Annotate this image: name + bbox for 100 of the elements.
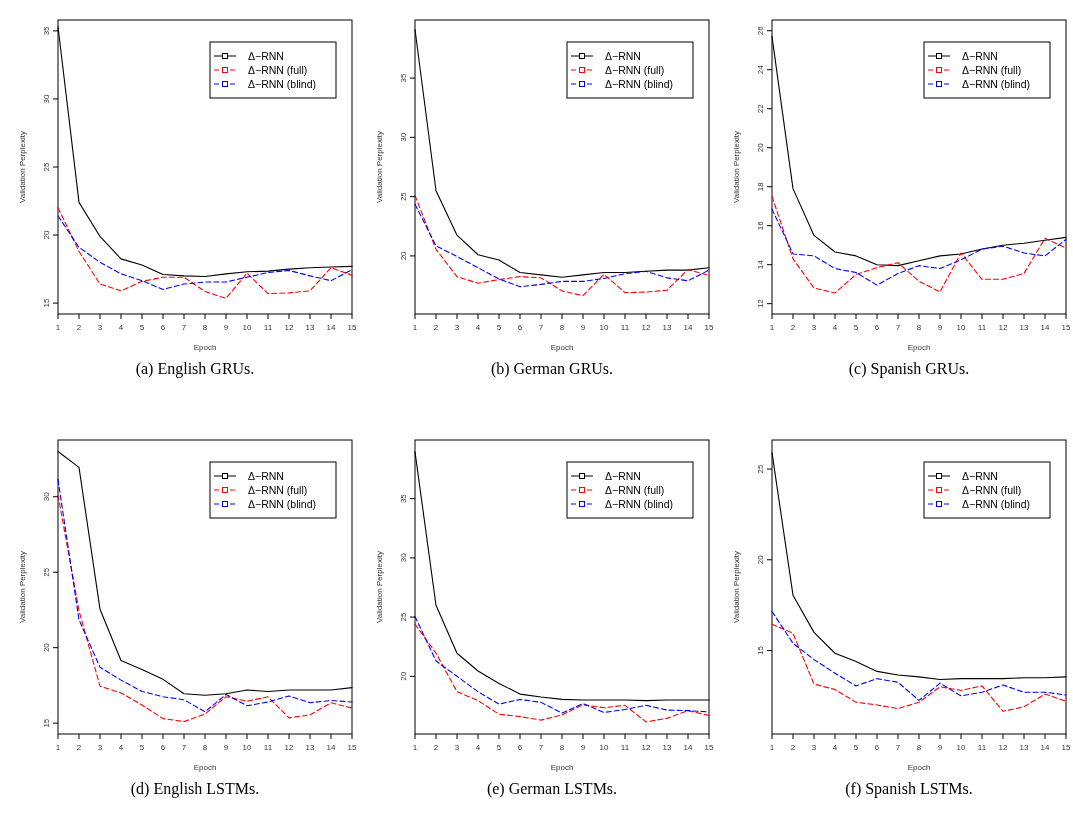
x-tick-label: 10 — [599, 743, 609, 752]
y-tick-label: 20 — [42, 642, 51, 653]
y-tick-label: 14 — [756, 259, 765, 270]
y-axis-title: Validation Perplexity — [375, 551, 384, 623]
y-tick-label: 15 — [42, 718, 51, 728]
x-tick-label: 6 — [160, 743, 166, 752]
legend-label: Δ−RNN — [248, 470, 284, 482]
x-tick-label: 1 — [55, 743, 61, 752]
line-series — [414, 623, 710, 723]
x-axis-title: Epoch — [193, 763, 217, 772]
x-tick-label: 12 — [641, 743, 651, 752]
x-tick-label: 15 — [1061, 743, 1071, 752]
x-tick-label: 7 — [181, 323, 187, 332]
legend-label: Δ−RNN (blind) — [248, 498, 316, 510]
x-tick-label: 12 — [641, 323, 651, 332]
x-tick-label: 9 — [223, 743, 229, 752]
y-tick-label: 20 — [42, 230, 51, 240]
line-series — [57, 207, 353, 299]
y-axis-title: Validation Perplexity — [375, 131, 384, 203]
text: (f) Spanish LSTMs. — [845, 780, 973, 798]
y-tick-label: 24 — [756, 64, 765, 75]
x-axis-title: Epoch — [907, 343, 931, 352]
legend-label: Δ−RNN — [962, 50, 998, 62]
x-tick-label: 12 — [998, 323, 1008, 332]
y-tick-label: 20 — [399, 671, 408, 681]
x-tick-label: 8 — [202, 743, 208, 752]
legend-label: Δ−RNN (blind) — [605, 498, 673, 510]
line-series — [414, 194, 710, 297]
x-tick-label: 9 — [937, 323, 943, 332]
legend-label: Δ−RNN (full) — [605, 484, 665, 496]
x-tick-label: 4 — [832, 323, 838, 332]
x-tick-label: 6 — [517, 743, 523, 752]
legend-label: Δ−RNN (blind) — [248, 78, 316, 90]
x-tick-label: 14 — [326, 323, 336, 332]
x-axis-title: Epoch — [907, 763, 931, 772]
x-tick-label: 9 — [580, 743, 586, 752]
x-tick-label: 1 — [412, 323, 418, 332]
y-axis-title: Validation Perplexity — [732, 131, 741, 203]
y-tick-label: 15 — [756, 645, 765, 655]
legend-label: Δ−RNN — [248, 50, 284, 62]
text: (d) English LSTMs. — [130, 780, 260, 798]
legend-label: Δ−RNN — [605, 470, 641, 482]
y-tick-label: 35 — [42, 25, 51, 36]
y-tick-label: 30 — [399, 552, 408, 563]
x-tick-label: 2 — [433, 323, 439, 332]
x-axis-title: Epoch — [550, 343, 574, 352]
y-tick-label: 25 — [399, 191, 408, 202]
x-tick-label: 6 — [874, 323, 880, 332]
x-tick-label: 10 — [599, 323, 609, 332]
line-series — [414, 203, 710, 288]
legend-label: Δ−RNN (blind) — [962, 498, 1030, 510]
x-tick-label: 6 — [517, 323, 523, 332]
x-tick-label: 12 — [284, 743, 294, 752]
x-tick-label: 3 — [97, 743, 103, 752]
y-tick-label: 26 — [756, 25, 765, 36]
y-tick-label: 25 — [42, 162, 51, 172]
x-tick-label: 7 — [895, 743, 901, 752]
x-tick-label: 12 — [284, 323, 294, 332]
x-tick-label: 11 — [977, 743, 987, 752]
x-tick-label: 4 — [118, 743, 124, 752]
line-series — [771, 610, 1067, 701]
x-tick-label: 6 — [160, 323, 166, 332]
legend-label: Δ−RNN (blind) — [962, 78, 1030, 90]
y-tick-label: 30 — [399, 132, 408, 142]
x-tick-label: 9 — [580, 323, 586, 332]
x-tick-label: 9 — [223, 323, 229, 332]
y-tick-label: 35 — [399, 493, 408, 504]
x-tick-label: 2 — [790, 323, 796, 332]
x-tick-label: 13 — [662, 323, 672, 332]
x-tick-label: 15 — [347, 323, 357, 332]
line-series — [57, 215, 353, 291]
x-tick-label: 8 — [916, 323, 922, 332]
x-tick-label: 3 — [811, 743, 817, 752]
x-tick-label: 5 — [139, 323, 145, 332]
x-tick-label: 5 — [853, 323, 859, 332]
x-tick-label: 4 — [118, 323, 124, 332]
x-tick-label: 14 — [326, 743, 336, 752]
x-tick-label: 14 — [683, 323, 693, 332]
x-tick-label: 11 — [263, 743, 273, 752]
x-tick-label: 1 — [55, 323, 61, 332]
x-tick-label: 2 — [76, 743, 82, 752]
text: (b) German GRUs. — [490, 360, 614, 378]
x-tick-label: 13 — [1019, 323, 1029, 332]
legend-label: Δ−RNN (full) — [962, 64, 1022, 76]
legend-label: Δ−RNN — [962, 470, 998, 482]
x-tick-label: 13 — [305, 323, 315, 332]
x-tick-label: 5 — [139, 743, 145, 752]
x-tick-label: 1 — [769, 743, 775, 752]
x-tick-label: 8 — [559, 323, 565, 332]
x-tick-label: 10 — [956, 323, 966, 332]
y-tick-label: 35 — [399, 73, 408, 83]
x-tick-label: 7 — [538, 743, 544, 752]
x-tick-label: 15 — [704, 743, 714, 752]
x-tick-label: 15 — [704, 323, 714, 332]
line-series — [771, 623, 1067, 712]
x-tick-label: 13 — [662, 743, 672, 752]
x-tick-label: 11 — [620, 743, 630, 752]
y-axis-title: Validation Perplexity — [732, 551, 741, 623]
x-tick-label: 11 — [263, 323, 273, 332]
x-tick-label: 14 — [1040, 323, 1050, 332]
